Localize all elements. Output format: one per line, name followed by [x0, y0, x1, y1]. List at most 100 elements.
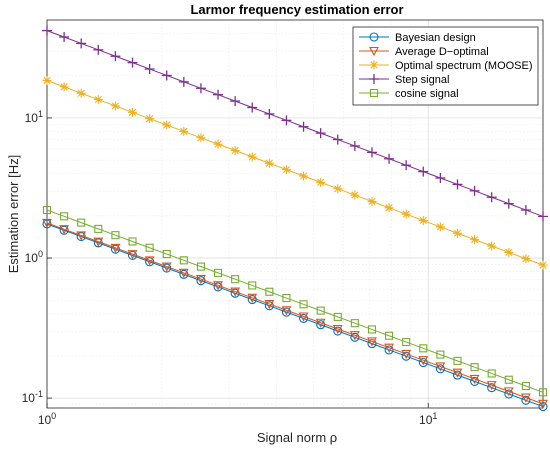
- data-point: [42, 25, 52, 36]
- data-point: [470, 235, 480, 245]
- series-line: [46, 223, 544, 408]
- data-point: [401, 351, 411, 361]
- data-point: [264, 299, 275, 310]
- marker-shape: [196, 275, 206, 285]
- marker-shape: [332, 324, 343, 335]
- marker-shape: [503, 387, 514, 397]
- marker-shape: [59, 225, 70, 235]
- data-point: [487, 383, 497, 393]
- marker-shape: [94, 95, 102, 104]
- marker-shape: [419, 216, 427, 225]
- marker-shape: [180, 127, 188, 136]
- data-point: [316, 306, 325, 315]
- series-average-d-optimal: [42, 218, 548, 410]
- marker-shape: [486, 381, 497, 391]
- marker-shape: [435, 364, 445, 374]
- data-point: [503, 387, 514, 397]
- data-point: [299, 300, 308, 309]
- marker-shape: [350, 319, 359, 328]
- data-point: [76, 38, 87, 49]
- data-point: [213, 268, 223, 277]
- legend-label: Optimal spectrum (MOOSE): [395, 60, 533, 72]
- marker-shape: [299, 300, 308, 309]
- legend-item: Step signal: [359, 74, 449, 86]
- x-tick-label: 101: [419, 411, 437, 427]
- marker-shape: [418, 357, 428, 368]
- y-tick-label: 101: [25, 109, 43, 125]
- data-point: [504, 247, 514, 257]
- marker-shape: [504, 375, 513, 384]
- data-point: [299, 171, 309, 181]
- data-point: [282, 293, 291, 303]
- data-point: [111, 231, 120, 240]
- marker-shape: [230, 287, 241, 297]
- marker-shape: [488, 242, 496, 250]
- marker-shape: [42, 218, 52, 229]
- data-point: [486, 192, 497, 203]
- data-point: [401, 160, 412, 171]
- data-point: [384, 345, 394, 355]
- data-point: [94, 224, 103, 233]
- marker-shape: [162, 249, 171, 259]
- data-point: [469, 185, 480, 196]
- data-point: [93, 44, 104, 55]
- marker-shape: [315, 318, 326, 328]
- data-point: [538, 260, 548, 270]
- data-point: [161, 262, 172, 272]
- data-point: [110, 51, 121, 62]
- data-point: [128, 237, 137, 246]
- marker-shape: [248, 153, 256, 161]
- data-point: [349, 140, 360, 151]
- marker-shape: [247, 293, 258, 303]
- marker-shape: [369, 46, 379, 57]
- data-point: [350, 332, 360, 342]
- data-point: [453, 356, 462, 365]
- marker-shape: [161, 262, 172, 272]
- marker-shape: [298, 312, 309, 322]
- marker-shape: [231, 146, 239, 155]
- data-point: [144, 64, 155, 75]
- data-point: [247, 152, 257, 162]
- data-point: [384, 153, 395, 164]
- marker-shape: [370, 61, 378, 69]
- legend-item: Bayesian design: [359, 32, 476, 44]
- data-point: [162, 249, 171, 259]
- marker-shape: [77, 218, 86, 227]
- marker-shape: [281, 306, 292, 316]
- marker-shape: [214, 140, 222, 148]
- data-point: [196, 275, 206, 285]
- marker-shape: [436, 223, 445, 231]
- data-point: [470, 376, 480, 386]
- marker-shape: [470, 363, 479, 372]
- data-point: [503, 198, 514, 209]
- data-point: [60, 212, 69, 221]
- data-point: [76, 231, 87, 241]
- data-point: [93, 237, 104, 247]
- marker-shape: [178, 268, 189, 279]
- marker-shape: [401, 349, 412, 360]
- data-point: [231, 275, 240, 284]
- marker-shape: [521, 395, 531, 405]
- data-point: [93, 95, 103, 105]
- data-point: [367, 339, 377, 349]
- data-point: [42, 205, 52, 215]
- data-point: [418, 166, 429, 177]
- data-point: [350, 190, 360, 200]
- legend-label: Step signal: [395, 74, 449, 86]
- data-point: [520, 393, 531, 403]
- marker-shape: [487, 383, 497, 393]
- data-point: [452, 228, 462, 238]
- data-point: [179, 126, 189, 136]
- marker-shape: [333, 326, 343, 336]
- series-line: [46, 80, 544, 266]
- marker-shape: [43, 76, 51, 85]
- marker-shape: [317, 178, 325, 186]
- marker-shape: [367, 339, 377, 349]
- data-point: [538, 211, 548, 222]
- marker-shape: [369, 88, 379, 98]
- data-point: [418, 356, 429, 366]
- marker-shape: [282, 293, 291, 303]
- legend-item: Average D−optimal: [359, 46, 489, 58]
- data-point: [110, 243, 121, 254]
